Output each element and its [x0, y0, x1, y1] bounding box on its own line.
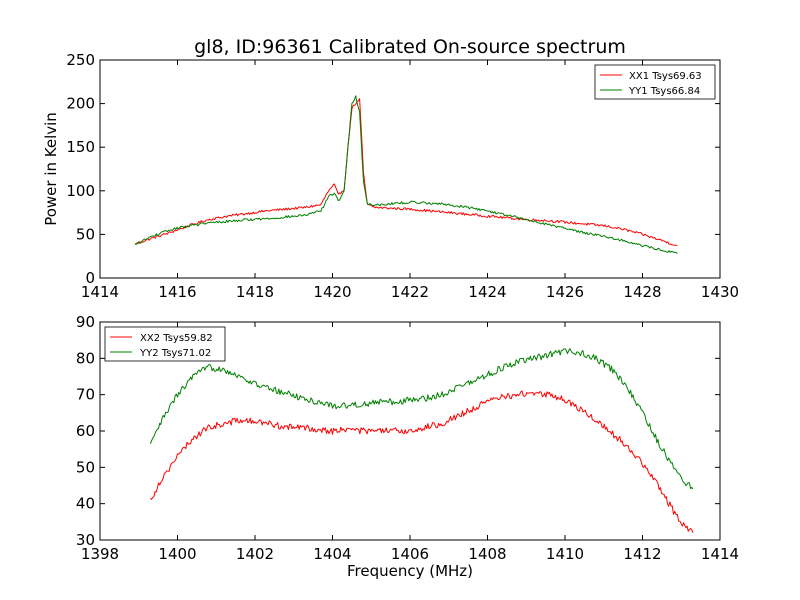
bottom-x-tick-label: 1412 [623, 545, 661, 563]
bottom-legend-label-yy2: YY2 Tsys71.02 [139, 348, 211, 359]
top-y-tick-label: 50 [76, 225, 95, 243]
top-x-tick-label: 1420 [313, 283, 351, 301]
top-chart-title: gl8, ID:96361 Calibrated On-source spect… [194, 36, 626, 58]
bottom-x-tick-label: 1410 [546, 545, 584, 563]
bottom-x-tick-label: 1402 [236, 545, 274, 563]
bottom-y-tick-label: 90 [76, 313, 95, 331]
bottom-x-tick-label: 1408 [468, 545, 506, 563]
top-y-tick-label: 250 [66, 51, 95, 69]
top-x-tick-label: 1422 [391, 283, 429, 301]
bottom-y-tick-label: 80 [76, 349, 95, 367]
top-y-tick-label: 100 [66, 182, 95, 200]
top-x-tick-label: 1418 [236, 283, 274, 301]
top-x-tick-label: 1414 [81, 283, 119, 301]
bottom-x-axis: 1398 1400 1402 1404 1406 1408 1410 1412 1414 [81, 322, 739, 563]
top-x-tick-label: 1416 [158, 283, 196, 301]
top-y-axis-label: Power in Kelvin [42, 112, 60, 226]
top-series-line-xx [134, 98, 678, 247]
bottom-legend-label-xx2: XX2 Tsys59.82 [140, 333, 213, 344]
bottom-x-tick-label: 1404 [313, 545, 351, 563]
top-y-axis: 0 50 100 150 200 250 [66, 51, 720, 287]
top-legend: XX1 Tsys69.63 YY1 Tsys66.84 [594, 64, 716, 100]
top-legend-label-xx1: XX1 Tsys69.63 [629, 71, 702, 82]
bottom-x-axis-label: Frequency (MHz) [347, 562, 473, 580]
top-x-tick-label: 1424 [468, 283, 506, 301]
top-y-tick-label: 150 [66, 138, 95, 156]
bottom-y-tick-label: 40 [76, 495, 95, 513]
bottom-y-tick-label: 50 [76, 458, 95, 476]
bottom-legend-box [104, 326, 226, 362]
bottom-series-layer [149, 348, 694, 533]
bottom-series-line-xx [150, 390, 694, 533]
bottom-chart: 1398 1400 1402 1404 1406 1408 1410 1412 1414 30 4… [76, 313, 739, 580]
bottom-x-tick-label: 1400 [158, 545, 196, 563]
bottom-x-tick-label: 1406 [391, 545, 429, 563]
top-series-layer [134, 95, 678, 254]
bottom-y-tick-label: 70 [76, 386, 95, 404]
bottom-y-tick-label: 30 [76, 531, 95, 549]
top-series-line-yy [134, 95, 678, 254]
bottom-series-line-yy [149, 348, 694, 490]
bottom-y-tick-label: 60 [76, 422, 95, 440]
top-legend-label-yy1: YY1 Tsys66.84 [628, 86, 700, 97]
top-x-axis: 1414 1416 1418 1420 1422 1424 1426 1428 1430 [81, 60, 739, 301]
top-x-tick-label: 1428 [623, 283, 661, 301]
top-legend-box [594, 64, 716, 100]
bottom-x-tick-label: 1398 [81, 545, 119, 563]
top-y-tick-label: 0 [85, 269, 95, 287]
top-x-tick-label: 1426 [546, 283, 584, 301]
bottom-legend: XX2 Tsys59.82 YY2 Tsys71.02 [104, 326, 226, 362]
bottom-x-tick-label: 1414 [701, 545, 739, 563]
top-y-tick-label: 200 [66, 95, 95, 113]
top-chart: gl8, ID:96361 Calibrated On-source spect… [42, 36, 739, 301]
top-x-tick-label: 1430 [701, 283, 739, 301]
bottom-y-axis: 30 40 50 60 70 80 90 [76, 313, 720, 549]
